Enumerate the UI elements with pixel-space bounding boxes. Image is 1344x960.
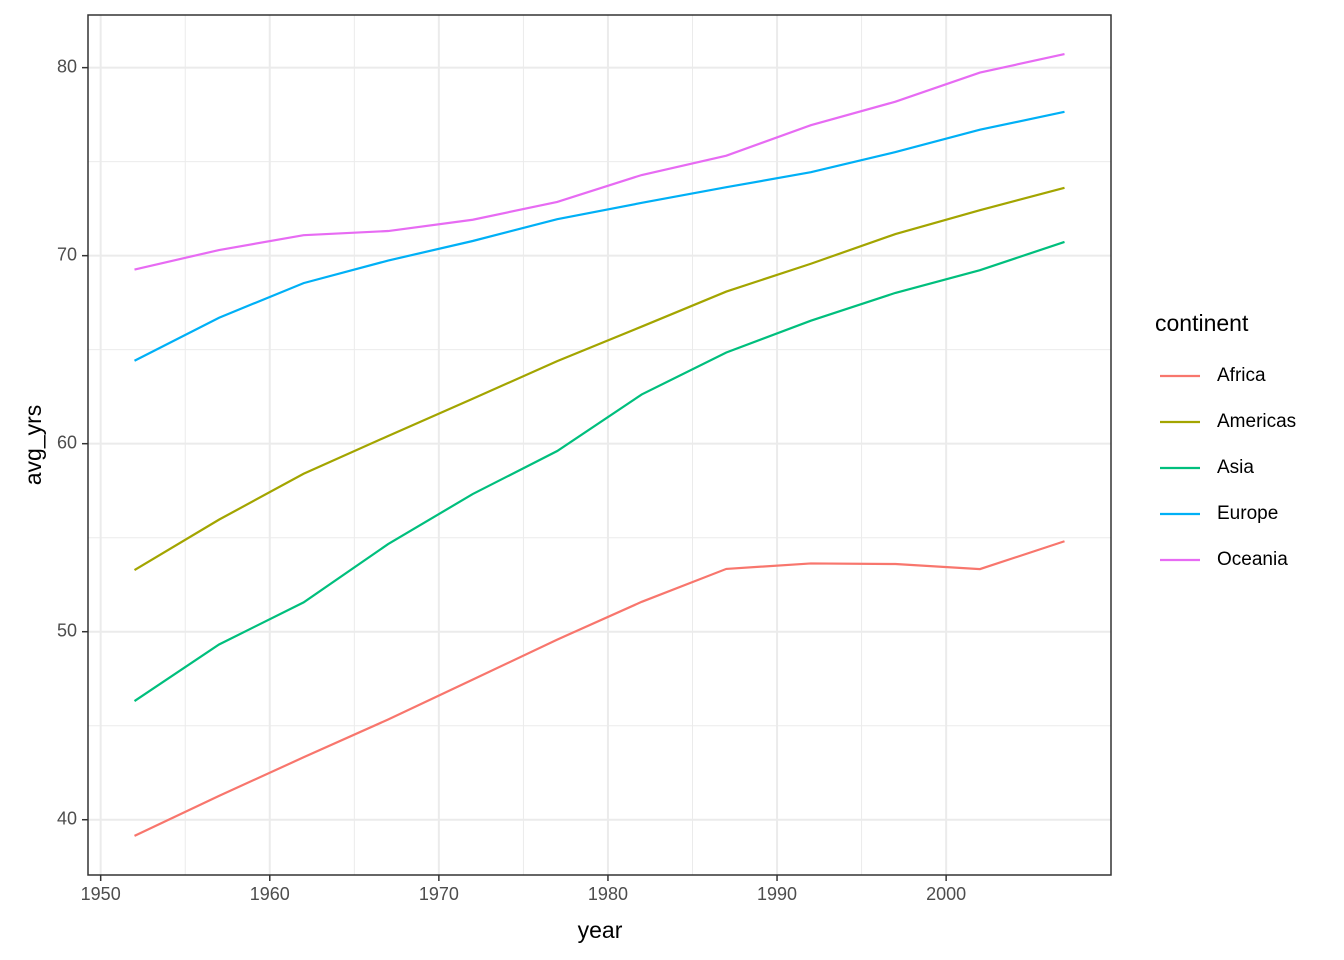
x-tick-label: 1960 bbox=[250, 884, 290, 904]
legend-label: Africa bbox=[1217, 365, 1266, 386]
series-line bbox=[134, 53, 1065, 271]
legend-label: Europe bbox=[1217, 503, 1278, 524]
series-line bbox=[134, 110, 1065, 362]
x-tick-label: 1980 bbox=[588, 884, 628, 904]
legend-label: Americas bbox=[1217, 411, 1296, 432]
x-tick-label: 2000 bbox=[926, 884, 966, 904]
panel-border bbox=[87, 14, 1112, 876]
y-tick-label: 50 bbox=[57, 620, 77, 640]
y-tick-label: 40 bbox=[57, 808, 77, 828]
series-line bbox=[133, 186, 1065, 571]
y-tick-label: 80 bbox=[57, 56, 77, 76]
x-tick-label: 1990 bbox=[757, 884, 797, 904]
y-tick-label: 60 bbox=[57, 432, 77, 452]
x-tick-label: 1950 bbox=[81, 884, 121, 904]
legend-label: Oceania bbox=[1217, 549, 1288, 570]
legend-title: continent bbox=[1155, 310, 1249, 336]
y-axis-label: avg_yrs bbox=[20, 405, 46, 486]
legend-label: Asia bbox=[1217, 457, 1254, 478]
y-tick-label: 70 bbox=[57, 244, 77, 264]
series-line bbox=[133, 240, 1065, 702]
series-line bbox=[134, 540, 1065, 837]
x-axis-label: year bbox=[578, 917, 623, 943]
x-tick-label: 1970 bbox=[419, 884, 459, 904]
